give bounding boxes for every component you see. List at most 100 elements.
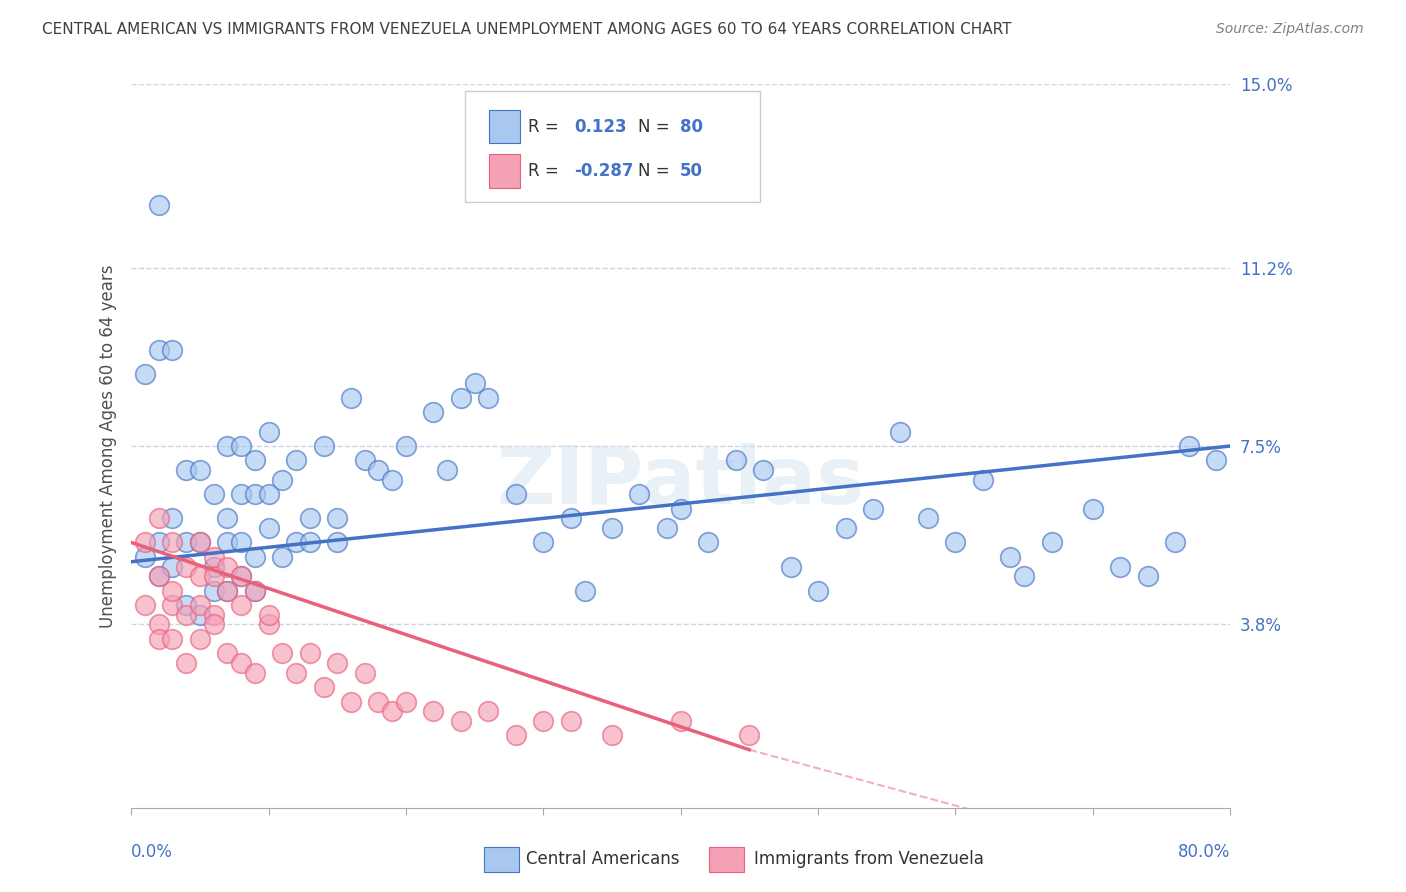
Point — [257, 617, 280, 632]
Text: CENTRAL AMERICAN VS IMMIGRANTS FROM VENEZUELA UNEMPLOYMENT AMONG AGES 60 TO 64 Y: CENTRAL AMERICAN VS IMMIGRANTS FROM VENE… — [42, 22, 1012, 37]
Text: -0.287: -0.287 — [575, 162, 634, 180]
Point — [243, 665, 266, 680]
Point — [148, 198, 170, 212]
Point — [752, 463, 775, 477]
Point — [202, 607, 225, 622]
Point — [243, 549, 266, 564]
Point — [217, 535, 239, 549]
Point — [188, 598, 211, 612]
Point — [162, 598, 184, 612]
Point — [1178, 439, 1201, 453]
Point — [560, 714, 582, 728]
Point — [312, 680, 335, 694]
Point — [231, 656, 253, 670]
Point — [257, 425, 280, 439]
Point — [217, 583, 239, 598]
Point — [257, 521, 280, 535]
Point — [353, 453, 375, 467]
Y-axis label: Unemployment Among Ages 60 to 64 years: Unemployment Among Ages 60 to 64 years — [100, 264, 117, 628]
Point — [738, 728, 761, 742]
Point — [285, 453, 308, 467]
Point — [889, 425, 911, 439]
Point — [243, 487, 266, 501]
Point — [271, 646, 294, 660]
Point — [477, 704, 499, 718]
Point — [243, 583, 266, 598]
Point — [298, 511, 321, 525]
Point — [340, 391, 363, 405]
Point — [669, 714, 692, 728]
Point — [148, 569, 170, 583]
Point — [422, 704, 444, 718]
Point — [231, 569, 253, 583]
Point — [202, 549, 225, 564]
Text: 0.0%: 0.0% — [131, 843, 173, 862]
Point — [1136, 569, 1159, 583]
Point — [174, 607, 197, 622]
Point — [381, 473, 404, 487]
Point — [257, 487, 280, 501]
Point — [202, 559, 225, 574]
Point — [231, 487, 253, 501]
Point — [217, 559, 239, 574]
Point — [464, 376, 486, 391]
Point — [134, 367, 156, 381]
Text: 80: 80 — [681, 118, 703, 136]
Point — [243, 453, 266, 467]
Point — [174, 559, 197, 574]
Point — [188, 607, 211, 622]
Point — [298, 535, 321, 549]
Text: 50: 50 — [681, 162, 703, 180]
Point — [862, 501, 884, 516]
Point — [174, 598, 197, 612]
Point — [162, 343, 184, 357]
Point — [174, 535, 197, 549]
Point — [450, 714, 472, 728]
Point — [217, 511, 239, 525]
Point — [367, 463, 389, 477]
Point — [1109, 559, 1132, 574]
Point — [395, 439, 418, 453]
Point — [779, 559, 801, 574]
Point — [724, 453, 747, 467]
Point — [243, 583, 266, 598]
Point — [353, 665, 375, 680]
Point — [477, 391, 499, 405]
Point — [148, 569, 170, 583]
Point — [148, 343, 170, 357]
Point — [917, 511, 939, 525]
Point — [162, 511, 184, 525]
Point — [505, 487, 527, 501]
Point — [134, 598, 156, 612]
Point — [188, 463, 211, 477]
Point — [162, 535, 184, 549]
Point — [312, 439, 335, 453]
Point — [188, 535, 211, 549]
Text: 0.123: 0.123 — [575, 118, 627, 136]
Point — [1040, 535, 1063, 549]
Point — [202, 569, 225, 583]
Point — [217, 439, 239, 453]
Point — [202, 617, 225, 632]
Point — [436, 463, 458, 477]
Point — [531, 535, 554, 549]
Point — [217, 646, 239, 660]
Text: Central Americans: Central Americans — [526, 850, 679, 868]
Point — [1012, 569, 1035, 583]
Point — [285, 535, 308, 549]
Point — [174, 463, 197, 477]
Point — [381, 704, 404, 718]
Text: N =: N = — [638, 118, 669, 136]
Text: Source: ZipAtlas.com: Source: ZipAtlas.com — [1216, 22, 1364, 37]
Point — [628, 487, 651, 501]
Point — [600, 521, 623, 535]
Text: N =: N = — [638, 162, 669, 180]
Text: R =: R = — [529, 118, 560, 136]
Point — [134, 549, 156, 564]
Point — [188, 569, 211, 583]
Point — [231, 598, 253, 612]
Point — [231, 439, 253, 453]
Point — [162, 559, 184, 574]
Point — [655, 521, 678, 535]
Point — [1081, 501, 1104, 516]
